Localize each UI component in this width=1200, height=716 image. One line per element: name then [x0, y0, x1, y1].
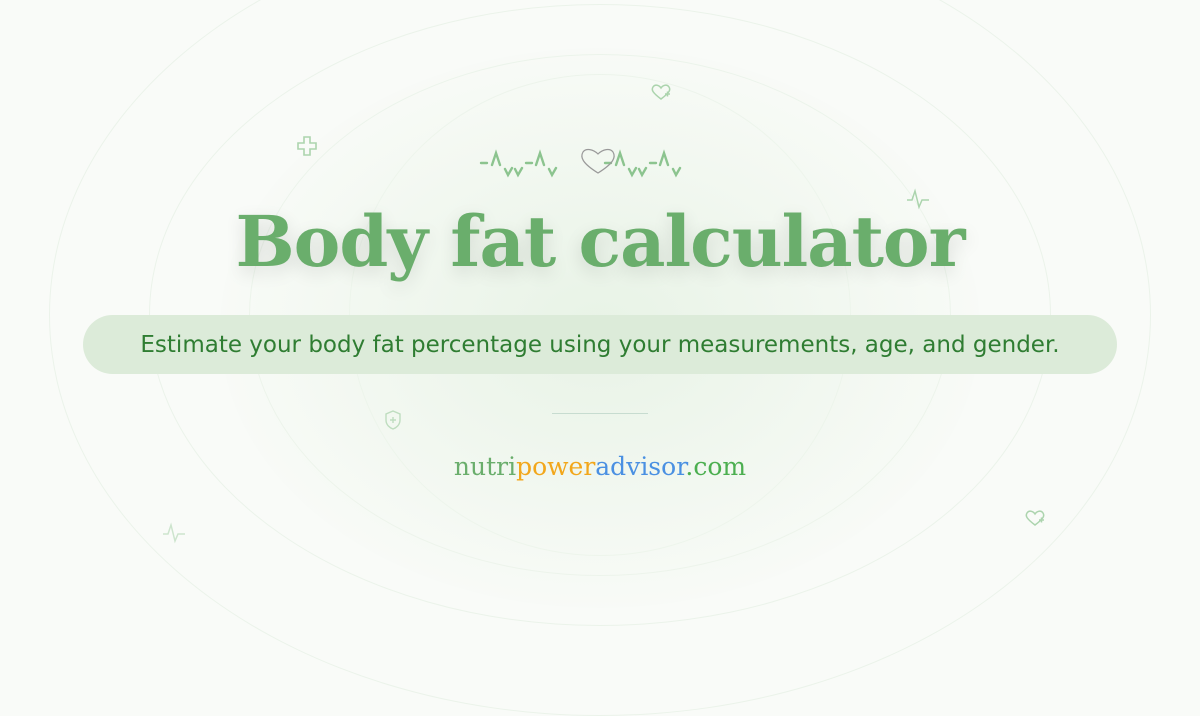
pulse-icon [163, 522, 185, 544]
heartbeat-line-icon [479, 148, 682, 178]
heart-outline-icon [581, 148, 615, 174]
brand-part: nutri [453, 452, 517, 481]
pulse-icon [907, 188, 929, 210]
brand-logo: nutripoweradvisor.com [0, 452, 1200, 481]
brand-part: .com [685, 452, 747, 481]
heart-plus-icon [1025, 510, 1045, 526]
brand-part: power [516, 452, 596, 481]
page-title: Body fat calculator [235, 200, 966, 283]
plus-cross-icon [297, 136, 317, 156]
shield-plus-icon [385, 410, 401, 430]
brand-part: advisor [595, 452, 686, 481]
subtitle-pill: Estimate your body fat percentage using … [83, 315, 1117, 374]
heart-plus-icon [651, 84, 671, 100]
divider [552, 413, 648, 414]
subtitle: Estimate your body fat percentage using … [140, 331, 1060, 358]
